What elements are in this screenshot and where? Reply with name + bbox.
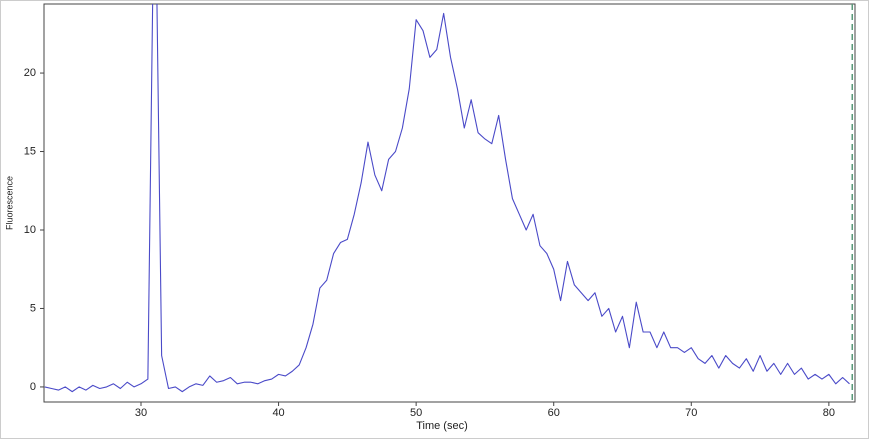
x-tick-label: 70 [685, 407, 697, 419]
x-tick-label: 80 [823, 407, 835, 419]
x-tick-label: 60 [548, 407, 560, 419]
y-tick-label: 5 [30, 302, 36, 314]
y-tick-label: 10 [24, 224, 36, 236]
x-tick-label: 40 [272, 407, 284, 419]
x-axis-label: Time (sec) [416, 420, 468, 432]
plot-clip [44, 4, 853, 402]
plot-area [43, 3, 856, 403]
x-tick-label: 50 [410, 407, 422, 419]
y-tick-label: 0 [30, 381, 36, 393]
x-tick-label: 30 [135, 407, 147, 419]
y-tick-label: 15 [24, 145, 36, 157]
y-axis-label: Fluorescence [4, 176, 14, 230]
y-tick-label: 20 [24, 67, 36, 79]
data-line [44, 4, 850, 393]
